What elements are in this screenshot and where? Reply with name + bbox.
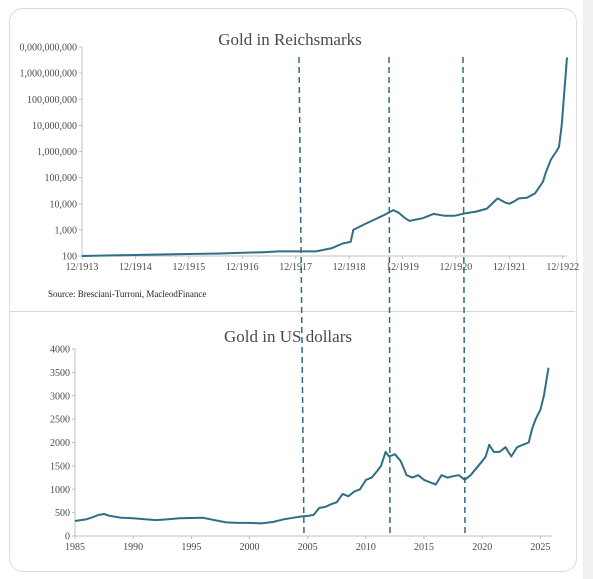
y-tick-label: 10,000 — [50, 199, 78, 210]
x-tick-label: 1995 — [181, 542, 201, 553]
x-tick-label: 12/1921 — [493, 262, 526, 273]
y-tick-label: 500 — [55, 508, 70, 519]
chart-title-usd: Gold in US dollars — [224, 327, 352, 346]
x-tick-label: 12/1922 — [546, 262, 579, 273]
y-tick-label: 0,000,000,000 — [20, 43, 78, 54]
x-tick-label: 12/1915 — [172, 262, 205, 273]
x-tick-label: 2000 — [240, 542, 260, 553]
y-tick-label: 10,000,000 — [32, 121, 77, 132]
y-tick-label: 4000 — [50, 345, 70, 356]
y-tick-label: 1500 — [50, 461, 70, 472]
x-tick-label: 12/1919 — [386, 262, 419, 273]
x-tick-label: 2015 — [414, 542, 434, 553]
y-tick-label: 3000 — [50, 391, 70, 402]
event-dashed-line — [388, 56, 391, 537]
series-line — [74, 367, 550, 525]
scroll-gutter — [583, 0, 593, 579]
y-tick-label: 1,000,000,000 — [20, 69, 78, 80]
x-tick-label: 12/1916 — [226, 262, 259, 273]
x-tick-label: 1990 — [123, 542, 143, 553]
y-tick-label: 100,000,000 — [27, 95, 77, 106]
event-dashed-line — [298, 56, 305, 537]
x-tick-label: 2010 — [356, 542, 376, 553]
y-tick-label: 100 — [62, 252, 77, 263]
tweet-media-card — [9, 8, 577, 572]
y-tick-label: 2000 — [50, 438, 70, 449]
x-tick-label: 12/1920 — [440, 262, 473, 273]
y-tick-label: 1,000 — [55, 225, 78, 236]
y-tick-label: 3500 — [50, 368, 70, 379]
x-tick-label: 2020 — [472, 542, 492, 553]
y-tick-label: 100,000 — [45, 173, 78, 184]
y-tick-label: 0 — [65, 532, 70, 543]
x-tick-label: 1985 — [65, 542, 85, 553]
x-tick-label: 12/1913 — [66, 262, 99, 273]
chart-divider — [9, 311, 575, 312]
series-line — [81, 57, 568, 257]
x-tick-label: 2025 — [530, 542, 550, 553]
y-tick-label: 2500 — [50, 415, 70, 426]
y-tick-label: 1,000,000 — [37, 147, 77, 158]
x-tick-label: 12/1918 — [333, 262, 366, 273]
chart-title-reichsmarks: Gold in Reichsmarks — [218, 30, 362, 49]
event-dashed-line — [462, 56, 466, 537]
x-tick-label: 12/1914 — [119, 262, 152, 273]
x-tick-label: 2005 — [298, 542, 318, 553]
x-tick-label: 12/1917 — [279, 262, 312, 273]
chart-source-note: Source: Bresciani-Turroni, MacleodFinanc… — [48, 289, 206, 299]
y-tick-label: 1000 — [50, 485, 70, 496]
